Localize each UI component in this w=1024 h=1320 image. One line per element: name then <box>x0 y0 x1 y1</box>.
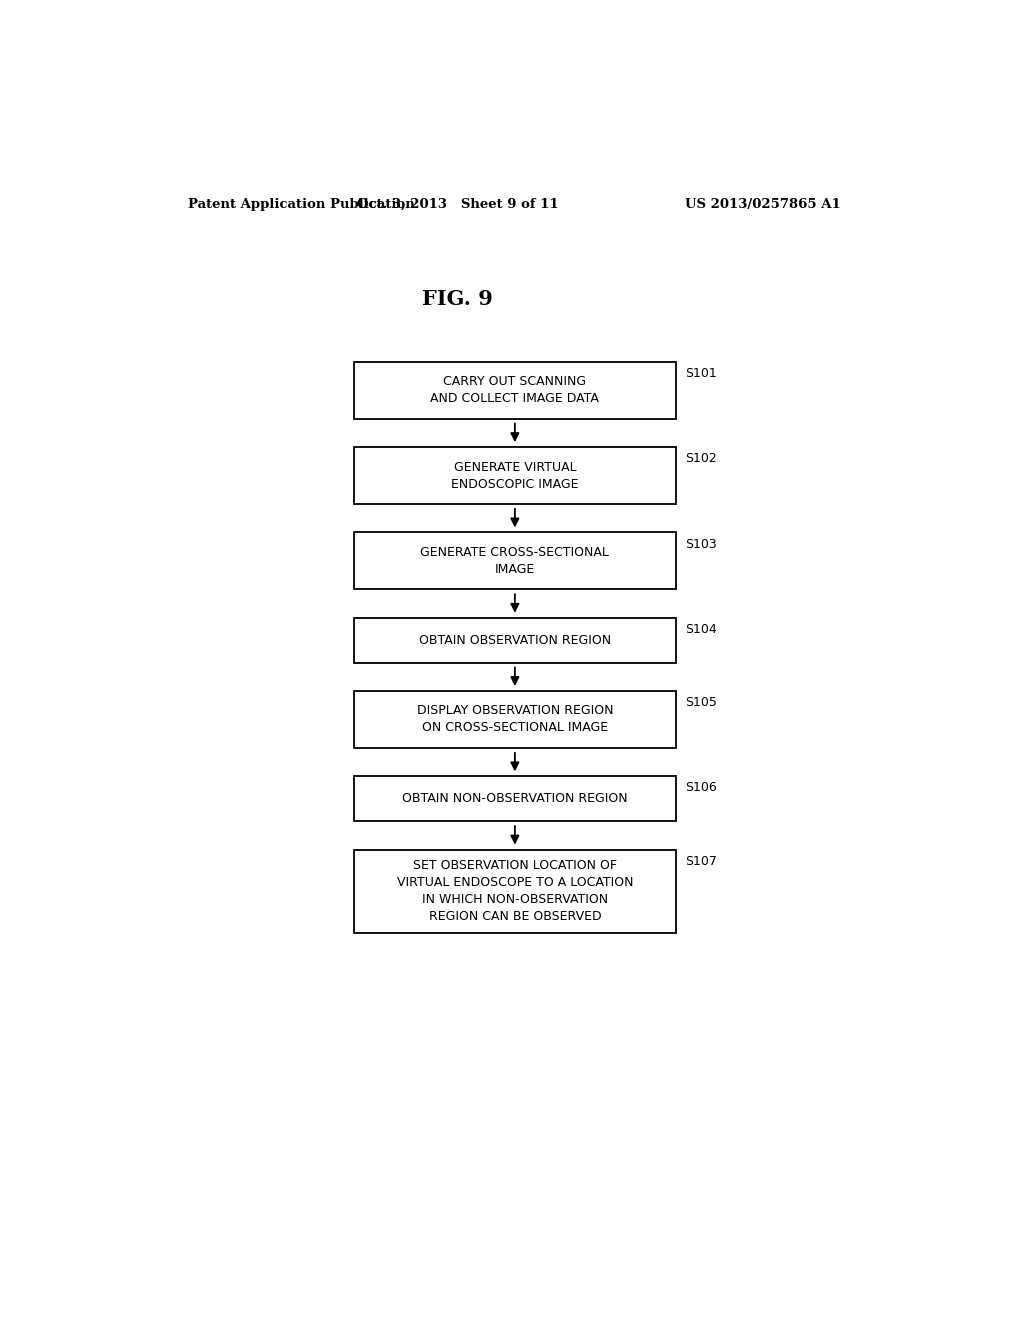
Text: US 2013/0257865 A1: US 2013/0257865 A1 <box>685 198 841 211</box>
Text: DISPLAY OBSERVATION REGION
ON CROSS-SECTIONAL IMAGE: DISPLAY OBSERVATION REGION ON CROSS-SECT… <box>417 705 613 734</box>
Text: S107: S107 <box>685 854 717 867</box>
Text: FIG. 9: FIG. 9 <box>422 289 493 309</box>
Bar <box>354 618 676 663</box>
Text: GENERATE CROSS-SECTIONAL
IMAGE: GENERATE CROSS-SECTIONAL IMAGE <box>421 546 609 576</box>
Text: S106: S106 <box>685 781 717 795</box>
Text: S104: S104 <box>685 623 717 636</box>
Text: OBTAIN NON-OBSERVATION REGION: OBTAIN NON-OBSERVATION REGION <box>402 792 628 805</box>
Bar <box>354 447 676 504</box>
Text: S102: S102 <box>685 453 717 465</box>
Text: OBTAIN OBSERVATION REGION: OBTAIN OBSERVATION REGION <box>419 634 611 647</box>
Bar <box>354 850 676 933</box>
Text: SET OBSERVATION LOCATION OF
VIRTUAL ENDOSCOPE TO A LOCATION
IN WHICH NON-OBSERVA: SET OBSERVATION LOCATION OF VIRTUAL ENDO… <box>396 859 633 923</box>
Text: CARRY OUT SCANNING
AND COLLECT IMAGE DATA: CARRY OUT SCANNING AND COLLECT IMAGE DAT… <box>430 375 599 405</box>
Text: S103: S103 <box>685 537 717 550</box>
Bar <box>354 532 676 589</box>
Text: Oct. 3, 2013   Sheet 9 of 11: Oct. 3, 2013 Sheet 9 of 11 <box>356 198 558 211</box>
Text: S101: S101 <box>685 367 717 380</box>
Text: Patent Application Publication: Patent Application Publication <box>187 198 415 211</box>
Bar <box>354 690 676 748</box>
Bar <box>354 362 676 418</box>
Bar <box>354 776 676 821</box>
Text: S105: S105 <box>685 696 717 709</box>
Text: GENERATE VIRTUAL
ENDOSCOPIC IMAGE: GENERATE VIRTUAL ENDOSCOPIC IMAGE <box>452 461 579 491</box>
